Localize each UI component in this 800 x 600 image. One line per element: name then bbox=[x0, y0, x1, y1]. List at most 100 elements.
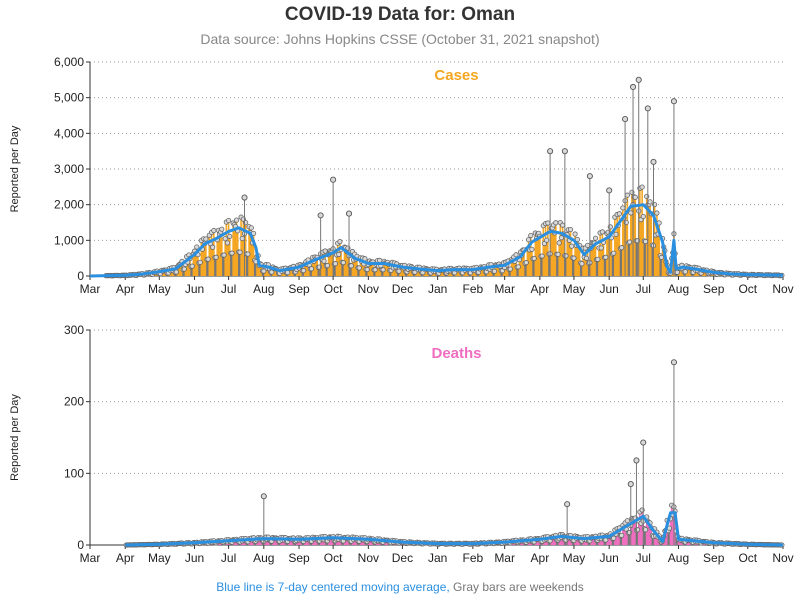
x-tick-label: Apr bbox=[531, 282, 550, 296]
x-tick-label: Feb bbox=[463, 282, 484, 296]
daily-marker bbox=[372, 267, 378, 273]
spike-marker bbox=[627, 481, 634, 488]
x-tick-label: May bbox=[148, 551, 171, 565]
x-tick-label: Mar bbox=[80, 282, 101, 296]
y-tick-label: 6,000 bbox=[54, 55, 84, 69]
spike-marker bbox=[241, 194, 248, 201]
daily-marker bbox=[523, 260, 529, 266]
x-tick-label: Mar bbox=[494, 551, 515, 565]
spike-marker bbox=[670, 359, 677, 366]
x-tick-label: Oct bbox=[738, 282, 757, 296]
daily-marker bbox=[654, 210, 660, 216]
daily-marker bbox=[555, 251, 561, 257]
daily-marker bbox=[558, 235, 565, 241]
x-tick-label: Dec bbox=[392, 282, 413, 296]
daily-marker bbox=[211, 227, 217, 234]
daily-marker bbox=[515, 264, 521, 270]
daily-marker bbox=[642, 527, 649, 533]
daily-marker bbox=[513, 252, 519, 258]
spike-marker bbox=[606, 187, 613, 194]
daily-marker bbox=[181, 266, 187, 272]
daily-marker bbox=[613, 231, 619, 237]
x-tick-label: Sep bbox=[288, 551, 310, 565]
y-tick-label: 100 bbox=[64, 466, 84, 480]
daily-marker bbox=[321, 258, 327, 264]
x-tick-label: Jul bbox=[636, 282, 651, 296]
daily-marker bbox=[377, 257, 383, 264]
spike-marker bbox=[547, 148, 554, 155]
daily-marker bbox=[583, 255, 590, 261]
y-tick-label: 5,000 bbox=[54, 91, 84, 105]
daily-marker bbox=[224, 240, 231, 246]
y-axis-label: Reported per Day bbox=[9, 125, 21, 212]
daily-marker bbox=[624, 518, 630, 524]
daily-marker bbox=[642, 238, 649, 245]
daily-marker bbox=[599, 229, 605, 235]
daily-marker bbox=[640, 213, 646, 220]
x-tick-label: Apr bbox=[531, 551, 550, 565]
panel-title: Deaths bbox=[431, 345, 481, 362]
daily-marker bbox=[205, 256, 211, 262]
x-tick-label: May bbox=[563, 282, 586, 296]
spike-marker bbox=[650, 158, 657, 165]
daily-marker bbox=[595, 256, 601, 262]
y-tick-label: 0 bbox=[77, 269, 84, 283]
daily-marker bbox=[226, 217, 232, 224]
x-tick-label: Apr bbox=[116, 282, 135, 296]
spike-marker bbox=[586, 173, 593, 180]
x-tick-label: Jun bbox=[185, 282, 204, 296]
daily-marker bbox=[571, 255, 577, 261]
chart-subtitle: Data source: Johns Hopkins CSSE (October… bbox=[200, 31, 600, 47]
daily-marker bbox=[603, 254, 609, 260]
daily-marker bbox=[245, 251, 251, 257]
x-tick-label: Sep bbox=[288, 282, 310, 296]
daily-marker bbox=[213, 254, 219, 260]
daily-marker bbox=[560, 222, 566, 228]
y-tick-label: 4,000 bbox=[54, 126, 84, 140]
daily-marker bbox=[647, 199, 653, 205]
x-tick-label: Apr bbox=[116, 551, 135, 565]
daily-marker bbox=[380, 267, 386, 273]
x-tick-label: Feb bbox=[463, 551, 484, 565]
daily-marker bbox=[203, 236, 209, 242]
daily-marker bbox=[340, 260, 346, 266]
daily-marker bbox=[682, 269, 688, 275]
spike-marker bbox=[629, 83, 637, 91]
x-tick-label: May bbox=[563, 551, 586, 565]
daily-marker bbox=[553, 220, 559, 226]
daily-marker bbox=[491, 268, 498, 274]
spike-marker bbox=[561, 148, 568, 155]
daily-marker bbox=[525, 237, 532, 243]
daily-marker bbox=[227, 233, 233, 240]
y-tick-label: 200 bbox=[64, 395, 84, 409]
daily-marker bbox=[619, 532, 625, 538]
spike-marker bbox=[670, 98, 677, 105]
daily-marker bbox=[239, 235, 245, 242]
daily-marker bbox=[300, 267, 307, 274]
x-tick-label: Jan bbox=[428, 551, 447, 565]
spike-marker bbox=[260, 493, 267, 500]
moving-average-line bbox=[125, 511, 784, 547]
daily-marker bbox=[221, 252, 227, 258]
daily-marker bbox=[632, 194, 638, 200]
y-tick-label: 1,000 bbox=[54, 233, 84, 247]
x-tick-label: Jun bbox=[600, 282, 619, 296]
daily-marker bbox=[531, 255, 537, 261]
x-tick-label: Nov bbox=[772, 282, 793, 296]
x-tick-label: Mar bbox=[494, 282, 515, 296]
daily-marker bbox=[579, 261, 585, 267]
daily-marker bbox=[639, 184, 645, 190]
x-tick-label: Nov bbox=[358, 282, 379, 296]
daily-marker bbox=[324, 262, 331, 269]
daily-marker bbox=[222, 236, 228, 242]
daily-marker bbox=[569, 243, 575, 249]
x-tick-label: Aug bbox=[253, 551, 274, 565]
x-tick-label: Jun bbox=[600, 551, 619, 565]
x-tick-label: Sep bbox=[703, 282, 725, 296]
daily-marker bbox=[592, 235, 599, 241]
x-tick-label: Aug bbox=[253, 282, 274, 296]
spike-marker bbox=[345, 210, 353, 217]
cases-chart: 0 1,000 2,000 3,000 4,000 5,000 6,000 Mar Apr May… bbox=[9, 55, 794, 296]
x-tick-label: Jul bbox=[221, 282, 236, 296]
daily-marker bbox=[628, 210, 634, 216]
